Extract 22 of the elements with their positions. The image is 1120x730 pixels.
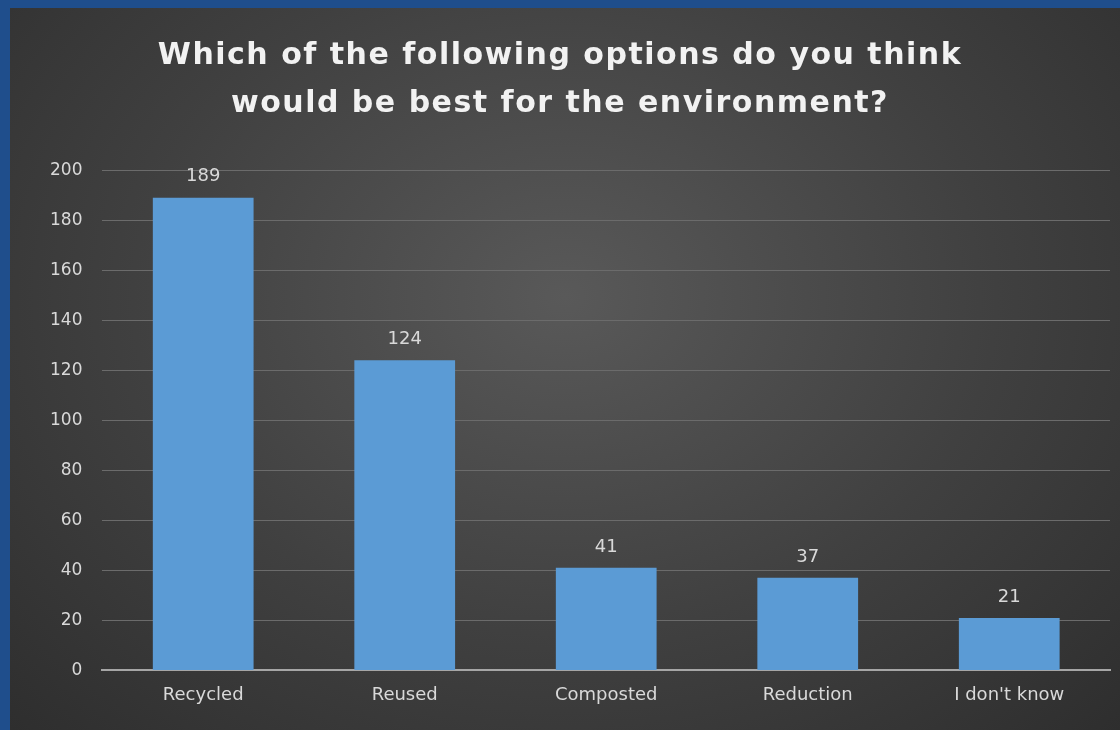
data-label: 124 — [387, 326, 422, 348]
data-label: 37 — [796, 544, 820, 566]
y-tick-label: 200 — [49, 158, 83, 179]
y-tick-label: 180 — [49, 208, 83, 229]
y-tick-label: 160 — [49, 258, 83, 279]
x-tick-label: Composted — [554, 682, 658, 704]
x-tick-label: Reduction — [762, 682, 853, 704]
y-tick-label: 40 — [60, 558, 83, 579]
y-tick-label: 60 — [60, 508, 83, 529]
y-tick-label: 20 — [60, 608, 83, 629]
x-tick-label: I don't know — [954, 682, 1065, 704]
y-tick-label: 140 — [49, 308, 83, 329]
y-tick-label: 120 — [49, 358, 83, 379]
y-tick-label: 80 — [60, 458, 83, 479]
chart-title: Which of the following options do you think would be best for the environment? — [156, 35, 964, 121]
data-label: 21 — [997, 584, 1021, 606]
data-label: 41 — [594, 534, 618, 556]
x-tick-label: Recycled — [162, 682, 244, 704]
x-tick-label: Reused — [371, 682, 438, 704]
y-tick-label: 100 — [49, 408, 83, 429]
y-tick-label: 0 — [71, 658, 83, 679]
data-label: 189 — [186, 164, 221, 186]
